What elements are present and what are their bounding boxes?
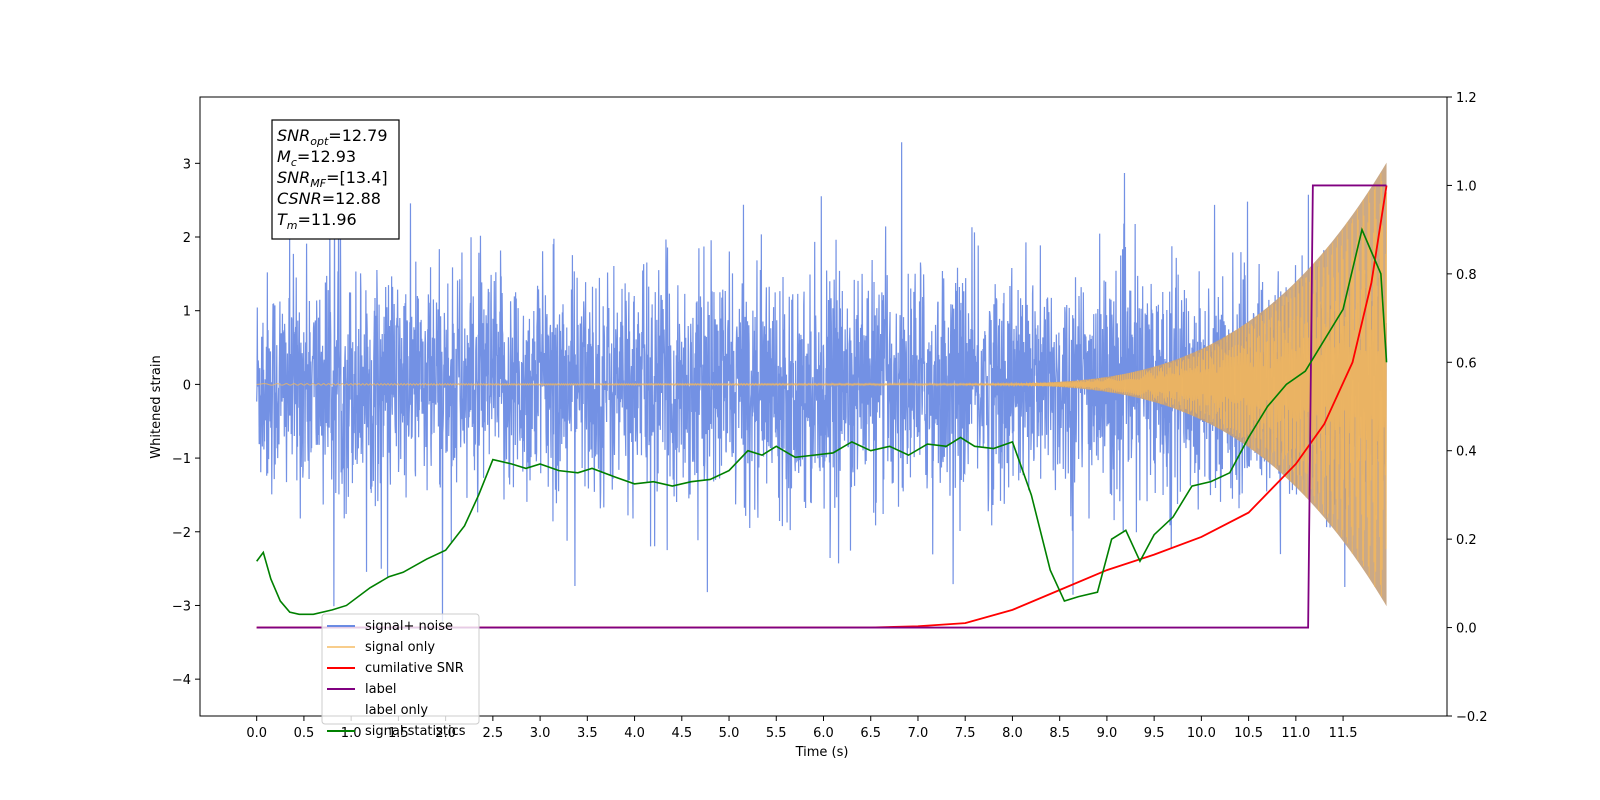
x-tick-label: 6.5 [860, 726, 881, 741]
x-tick-label: 1.0 [341, 726, 362, 741]
x-tick-label: 0.0 [246, 726, 267, 741]
legend-label-hidden: label only [365, 703, 428, 718]
y-tick-label-right: −0.2 [1456, 710, 1488, 725]
x-tick-label: 4.5 [671, 726, 692, 741]
annotation-box: SNRopt=12.79Mc=12.93SNRMF=[13.4]CSNR=12.… [271, 119, 400, 240]
annotation-line: SNRMF=[13.4] [277, 168, 388, 190]
annotation-line: CSNR=12.88 [277, 189, 381, 208]
series-cumulative-snr [256, 185, 1388, 629]
y-tick-label-right: 0.6 [1456, 356, 1477, 371]
y-tick-label-left: −3 [172, 599, 191, 614]
x-tick-label: 9.5 [1144, 726, 1165, 741]
x-tick-label: 10.0 [1187, 726, 1216, 741]
y-tick-label-left: −4 [172, 673, 191, 688]
y-tick-label-left: −2 [172, 526, 191, 541]
annotation-line: SNRopt=12.79 [277, 126, 388, 148]
y-tick-label-left: 2 [183, 231, 191, 246]
y-tick-label-left: 3 [183, 157, 191, 172]
x-tick-label: 0.5 [294, 726, 315, 741]
annotation-line: Mc=12.93 [277, 147, 356, 169]
x-tick-label: 8.5 [1049, 726, 1070, 741]
legend-label: signal statistics [365, 724, 466, 739]
y-tick-label-right: 0.0 [1456, 622, 1477, 637]
axis-ticks: 0.0 0.5 1.0 1.5 2.0 2.5 3.0 3.5 4.0 4.5 5.0 5.5 6.0 6… [172, 91, 1488, 741]
legend-label: signal only [365, 640, 435, 655]
y-axis-label: Whitened strain [149, 355, 164, 458]
legend-label: signal+ noise [365, 619, 453, 634]
x-tick-label: 7.0 [908, 726, 929, 741]
x-tick-label: 5.0 [719, 726, 740, 741]
y-tick-label-right: 0.2 [1456, 533, 1477, 548]
x-tick-label: 8.0 [1002, 726, 1023, 741]
plot-area [256, 142, 1388, 629]
x-tick-label: 1.5 [388, 726, 409, 741]
x-tick-label: 6.0 [813, 726, 834, 741]
series-signal-statistics [256, 227, 1388, 616]
x-tick-label: 3.0 [530, 726, 551, 741]
x-tick-label: 7.5 [955, 726, 976, 741]
legend-label: cumilative SNR [365, 661, 464, 676]
x-tick-label: 2.0 [435, 726, 456, 741]
x-tick-label: 10.5 [1234, 726, 1263, 741]
x-axis-label: Time (s) [795, 745, 849, 760]
y-tick-label-left: 0 [183, 378, 191, 393]
x-tick-label: 4.0 [624, 726, 645, 741]
annotation-line: Tm=11.96 [277, 210, 357, 232]
y-tick-label-left: 1 [183, 305, 191, 320]
y-tick-label-right: 1.2 [1456, 91, 1477, 106]
x-tick-label: 9.0 [1097, 726, 1118, 741]
y-tick-label-right: 0.4 [1456, 445, 1477, 460]
x-tick-label: 3.5 [577, 726, 598, 741]
y-tick-label-right: 1.0 [1456, 179, 1477, 194]
series-signal-noise [256, 142, 1388, 623]
series-label [256, 184, 1387, 629]
legend: label only signal+ noise signal only cumila… [321, 613, 480, 739]
x-tick-label: 11.5 [1329, 726, 1358, 741]
series-signal-only [256, 173, 1388, 597]
y-tick-label-left: −1 [172, 452, 191, 467]
x-tick-label: 2.5 [483, 726, 504, 741]
x-tick-label: 5.5 [766, 726, 787, 741]
y-tick-label-right: 0.8 [1456, 268, 1477, 283]
x-tick-label: 11.0 [1281, 726, 1310, 741]
legend-label: label [365, 682, 396, 697]
